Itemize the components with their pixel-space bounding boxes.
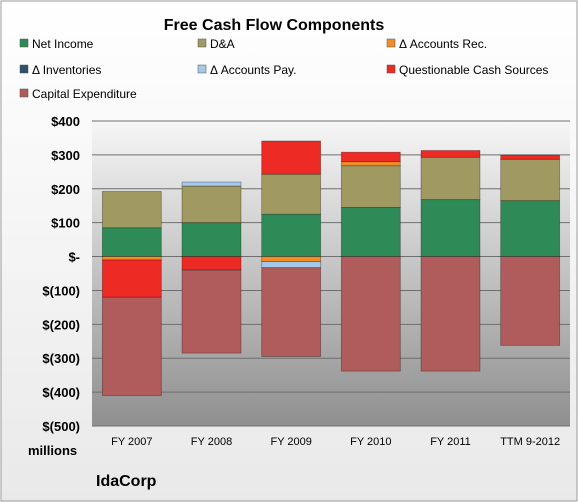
x-tick-label: FY 2009 — [270, 436, 311, 448]
y-tick-label: $(400) — [42, 385, 80, 400]
bar-capital-expenditure-fy-2008 — [181, 269, 242, 354]
bar-questionable-cash-sources-fy-2009 — [261, 140, 322, 175]
bar-accounts-rec-fy-2007 — [101, 256, 162, 261]
bar-capital-expenditure-fy-2010 — [340, 256, 401, 372]
legend-swatch-net-income — [19, 38, 29, 48]
bar-d-a-fy-2011 — [420, 156, 481, 201]
legend-swatch-capital-expenditure — [19, 88, 29, 98]
legend-swatch-d-a — [197, 38, 207, 48]
legend-label-accounts-rec: Δ Accounts Rec. — [399, 37, 487, 51]
legend-swatch-accounts-pay — [197, 64, 207, 74]
bar-accounts-pay-fy-2008 — [181, 181, 242, 187]
bar-accounts-rec-fy-2009 — [261, 256, 322, 263]
bar-accounts-rec-fy-2010 — [340, 161, 401, 167]
bars — [101, 140, 561, 396]
bar-questionable-cash-sources-fy-2007 — [101, 259, 162, 298]
x-tick-label: FY 2008 — [191, 436, 232, 448]
bar-questionable-cash-sources-ttm-9-2012 — [500, 154, 561, 160]
x-tick-label: FY 2007 — [111, 436, 152, 448]
bar-d-a-fy-2008 — [181, 185, 242, 224]
legend-swatch-inventories — [19, 64, 29, 74]
x-tick-label: FY 2011 — [430, 436, 471, 448]
y-tick-label: $200 — [51, 182, 80, 197]
units-label: millions — [28, 443, 77, 458]
bar-d-a-fy-2010 — [340, 165, 401, 208]
bar-accounts-pay-fy-2009 — [261, 261, 322, 269]
bar-d-a-fy-2009 — [261, 173, 322, 215]
x-tick-label: FY 2010 — [350, 436, 391, 448]
bar-net-income-fy-2011 — [420, 199, 481, 257]
legend-label-questionable-cash-sources: Questionable Cash Sources — [399, 63, 548, 77]
bar-net-income-ttm-9-2012 — [500, 200, 561, 257]
bar-questionable-cash-sources-fy-2011 — [420, 150, 481, 158]
legend-label-net-income: Net Income — [32, 37, 94, 51]
bar-capital-expenditure-ttm-9-2012 — [500, 256, 561, 346]
y-tick-label: $(300) — [42, 351, 80, 366]
plot-area — [92, 121, 570, 426]
bar-net-income-fy-2008 — [181, 222, 242, 257]
bar-capital-expenditure-fy-2007 — [101, 296, 162, 396]
legend-label-inventories: Δ Inventories — [32, 63, 101, 77]
x-tick-label: TTM 9-2012 — [500, 436, 560, 448]
legend-label-d-a: D&A — [210, 37, 235, 51]
bar-capital-expenditure-fy-2011 — [420, 256, 481, 372]
legend-label-capital-expenditure: Capital Expenditure — [32, 87, 137, 101]
legend-label-accounts-pay: Δ Accounts Pay. — [210, 63, 297, 77]
bar-net-income-fy-2010 — [340, 207, 401, 257]
chart-title: Free Cash Flow Components — [164, 17, 385, 34]
legend-swatch-accounts-rec — [386, 38, 396, 48]
y-tick-label: $- — [68, 250, 80, 265]
legend: Net Income D&A Δ Accounts Rec. Δ Inventorie… — [19, 37, 548, 101]
gridlines — [92, 120, 570, 427]
legend-swatch-questionable-cash-sources — [386, 64, 396, 74]
bar-capital-expenditure-fy-2009 — [261, 267, 322, 357]
x-axis-ticks: FY 2007 FY 2008 FY 2009 FY 2010 FY 2011 TTM 9… — [111, 436, 560, 448]
bar-questionable-cash-sources-fy-2010 — [340, 151, 401, 163]
y-tick-label: $400 — [51, 114, 80, 129]
y-tick-label: $100 — [51, 216, 80, 231]
y-axis-ticks: $(500) $(400) $(300) $(200) $(100) $- $100 $200… — [42, 114, 80, 434]
y-tick-label: $(500) — [42, 419, 80, 434]
bar-d-a-ttm-9-2012 — [500, 158, 561, 202]
y-tick-label: $(200) — [42, 317, 80, 332]
y-tick-label: $(100) — [42, 283, 80, 298]
bar-questionable-cash-sources-fy-2008 — [181, 256, 242, 271]
y-tick-label: $300 — [51, 148, 80, 163]
bar-d-a-fy-2007 — [101, 191, 162, 229]
bar-net-income-fy-2009 — [261, 213, 322, 257]
company-label: IdaCorp — [96, 473, 157, 490]
bar-net-income-fy-2007 — [101, 227, 162, 257]
